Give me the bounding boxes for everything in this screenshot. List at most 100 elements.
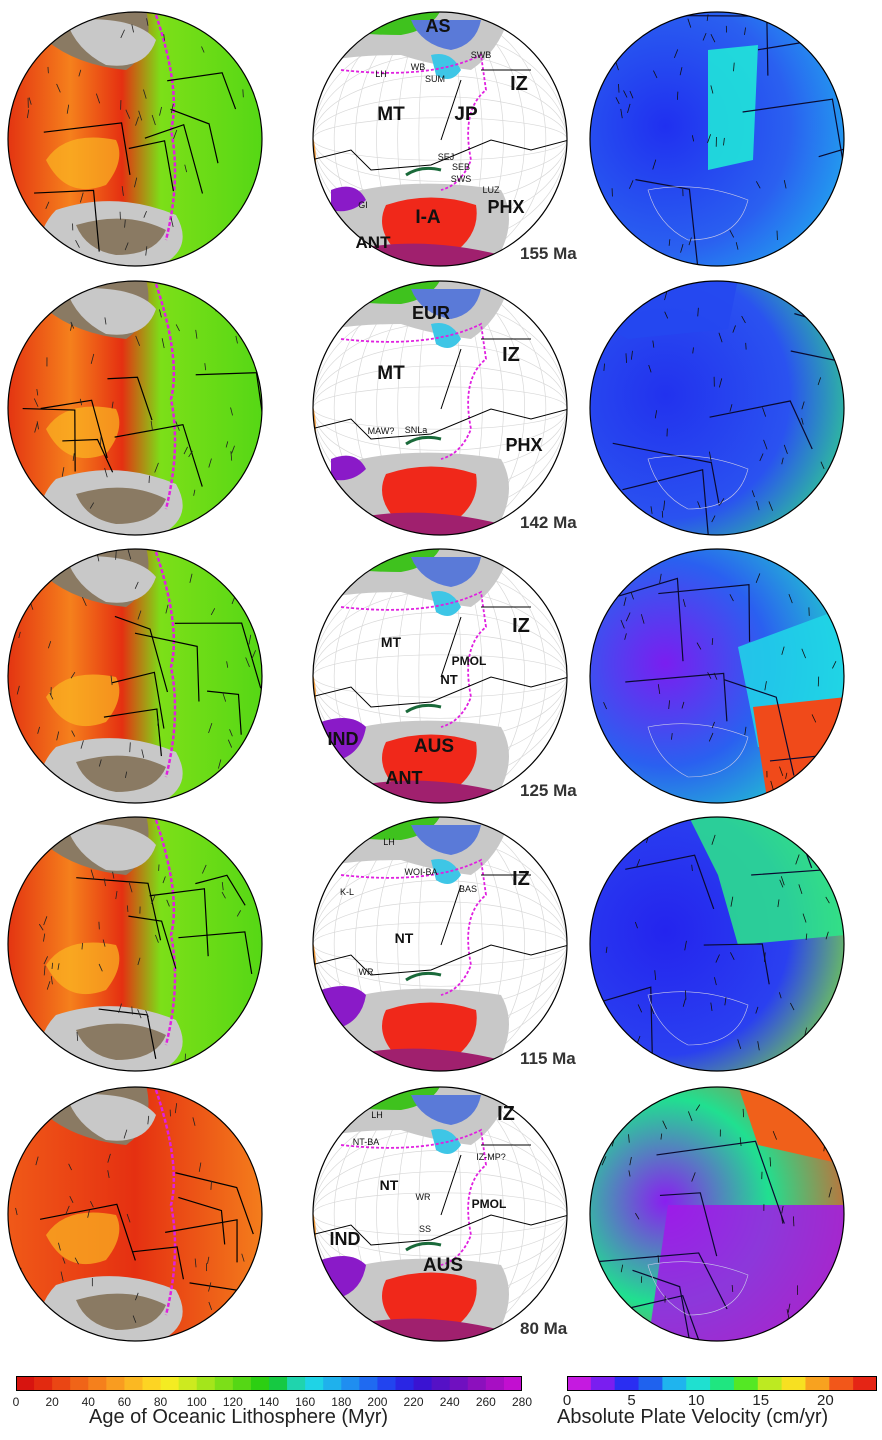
colorbar-swatch	[805, 1376, 830, 1391]
age-colorbar	[16, 1376, 523, 1391]
plate-label: LH	[383, 837, 395, 847]
colorbar-swatch	[853, 1376, 878, 1391]
plate-label: LH	[375, 69, 387, 79]
plate-label: AUS	[414, 736, 454, 757]
plate-map-globe: AS LH WB SUM SWB IZ MT JP SEJ SEB SWS LUZ GI PHX I-A AN…	[311, 10, 569, 268]
plate-label: EUR	[412, 303, 450, 323]
plate-label: SEB	[452, 162, 470, 172]
colorbar-swatch	[413, 1376, 433, 1391]
plate-label: IZ	[512, 868, 530, 890]
colorbar-tick-label: 280	[511, 1395, 533, 1409]
figure-row: LH WOI-BA K-L BAS IZ NT WR 115 Ma	[0, 813, 882, 1081]
colorbar-swatch	[70, 1376, 89, 1391]
plate-label: SWB	[471, 50, 492, 60]
plate-label: PHX	[505, 435, 542, 455]
colorbar-tick-label: 100	[186, 1395, 207, 1409]
velocity-colorbar-title: Absolute Plate Velocity (cm/yr)	[557, 1406, 829, 1428]
plate-label: SS	[419, 1224, 431, 1234]
colorbar-swatch	[503, 1376, 523, 1391]
plate-label: IZ	[510, 73, 528, 95]
colorbar-tick-label: 20	[816, 1392, 834, 1409]
colorbar-swatch	[16, 1376, 35, 1391]
colorbar-swatch	[287, 1376, 306, 1391]
colorbar-swatch	[829, 1376, 854, 1391]
plate-label: IZ	[497, 1103, 515, 1125]
colorbar-swatch	[214, 1376, 234, 1391]
figure-row: AS LH WB SUM SWB IZ MT JP SEJ SEB SWS LUZ GI PHX I-A AN…	[0, 8, 882, 276]
figure-row: LH IZ NT-BA IZ-MP? NT WR PMOL SS IND AUS 80 Ma	[0, 1083, 882, 1351]
plate-label: LH	[371, 1110, 383, 1120]
plate-label: IZ	[502, 344, 520, 366]
figure-row: IZ MT PMOL NT IND AUS ANT 125 Ma	[0, 545, 882, 813]
colorbar-swatch	[269, 1376, 288, 1391]
age-label: 80 Ma	[520, 1319, 568, 1338]
plate-label: IZ	[512, 615, 530, 637]
plate-label: MT	[377, 363, 405, 384]
plate-label: IND	[330, 1229, 361, 1249]
colorbar-tick-label: 60	[117, 1395, 132, 1409]
colorbar-swatch	[710, 1376, 735, 1391]
plate-map-globe: IZ MT PMOL NT IND AUS ANT	[311, 547, 569, 805]
colorbar-swatch	[305, 1376, 324, 1391]
plate-label: SEJ	[438, 152, 455, 162]
colorbar-swatch	[124, 1376, 143, 1391]
colorbar-swatch	[686, 1376, 711, 1391]
plate-label: WOI-BA	[405, 867, 438, 877]
colorbar-swatch	[232, 1376, 252, 1391]
plate-label: ANT	[356, 233, 392, 252]
age-globe	[6, 279, 264, 537]
plate-label: SWS	[451, 174, 472, 184]
colorbar-swatch	[638, 1376, 663, 1391]
plate-label: PHX	[487, 197, 524, 217]
plate-label: PMOL	[472, 1197, 507, 1211]
plate-map-globe: EUR IZ MT MAW? SNLa PHX	[311, 279, 569, 537]
colorbar-tick-label: 200	[367, 1395, 388, 1409]
velocity-globe	[588, 547, 846, 805]
colorbar-swatch	[106, 1376, 125, 1391]
colorbar-tick-label: 40	[81, 1395, 95, 1409]
plate-label: AUS	[423, 1255, 463, 1276]
plate-label: MT	[377, 104, 405, 125]
velocity-globe	[588, 1085, 846, 1343]
age-globe	[6, 1085, 264, 1343]
colorbar-swatch	[323, 1376, 342, 1391]
plate-label: IZ-MP?	[476, 1152, 506, 1162]
plate-label: NT	[440, 672, 457, 687]
colorbar-swatch	[662, 1376, 687, 1391]
colorbar-swatch	[88, 1376, 107, 1391]
colorbar-swatch	[142, 1376, 162, 1391]
plate-label: K-L	[340, 887, 354, 897]
colorbar-swatch	[485, 1376, 505, 1391]
colorbar-tick-label: 20	[45, 1395, 59, 1409]
colorbar-swatch	[34, 1376, 53, 1391]
colorbar-swatch	[431, 1376, 451, 1391]
plate-label: NT-BA	[353, 1137, 380, 1147]
age-globe	[6, 547, 264, 805]
colorbar-swatch	[250, 1376, 270, 1391]
plate-label: WR	[359, 967, 374, 977]
colorbar-tick-label: 160	[295, 1395, 316, 1409]
colorbar-swatch	[341, 1376, 360, 1391]
age-colorbar-title: Age of Oceanic Lithosphere (Myr)	[89, 1406, 389, 1428]
plate-label: MT	[381, 634, 402, 650]
plate-label: I-A	[415, 207, 441, 228]
age-label: 125 Ma	[520, 781, 577, 800]
colorbar-swatch	[590, 1376, 616, 1391]
colorbar-tick-label: 0	[562, 1392, 572, 1409]
plate-label: LUZ	[482, 185, 500, 195]
age-colorbar-swatches	[16, 1376, 523, 1391]
colorbar-tick-label: 240	[439, 1395, 460, 1409]
colorbar-tick-label: 0	[12, 1395, 20, 1409]
age-label: 115 Ma	[520, 1049, 576, 1068]
colorbar-swatch	[196, 1376, 216, 1391]
plate-label: SNLa	[405, 425, 428, 435]
plate-label: AS	[425, 16, 450, 36]
figure-row: EUR IZ MT MAW? SNLa PHX 142 Ma	[0, 277, 882, 545]
velocity-globe	[588, 279, 846, 537]
colorbar-swatch	[757, 1376, 783, 1391]
colorbar-swatch	[449, 1376, 469, 1391]
plate-label: IND	[328, 729, 359, 749]
plate-label: GI	[358, 200, 368, 210]
colorbar-tick-label: 120	[222, 1395, 243, 1409]
plate-label: WR	[416, 1192, 431, 1202]
